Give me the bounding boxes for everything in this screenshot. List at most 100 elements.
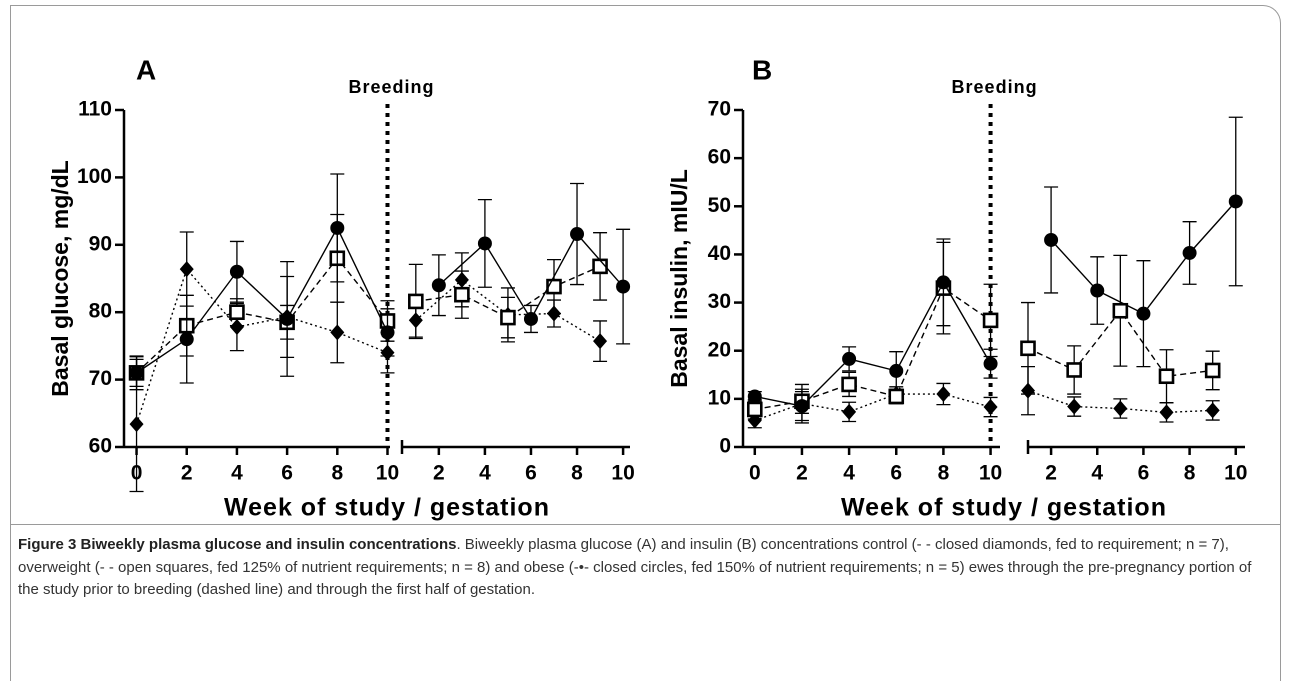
- x-tick-label: 6: [281, 462, 293, 485]
- panel-label: B: [752, 54, 772, 85]
- marker-circle: [842, 351, 857, 366]
- marker-diamond: [593, 333, 608, 350]
- figure-frame: [10, 5, 1281, 681]
- x-tick-label: 2: [1045, 462, 1057, 485]
- caption-separator: [10, 524, 1281, 525]
- series-line: [135, 267, 388, 425]
- caption: Figure 3 Biweekly plasma glucose and ins…: [18, 534, 1276, 602]
- x-tick-label: 8: [1184, 462, 1196, 485]
- marker-square: [546, 278, 562, 295]
- y-tick-label: 60: [708, 146, 731, 169]
- marker-circle: [179, 332, 194, 347]
- y-tick-label: 20: [708, 338, 731, 361]
- marker-circle: [936, 275, 951, 290]
- x-tick-label: 0: [749, 462, 761, 485]
- series-line: [136, 257, 389, 374]
- marker-circle: [380, 325, 395, 340]
- y-tick-label: 110: [78, 98, 112, 121]
- series-line: [754, 287, 991, 411]
- marker-square: [229, 304, 245, 321]
- x-tick-label: 8: [331, 462, 343, 485]
- series-line: [754, 393, 991, 422]
- y-tick-label: 90: [89, 232, 112, 255]
- x-tick-label: 8: [938, 462, 950, 485]
- marker-circle: [229, 264, 244, 279]
- x-axis-label: Week of study / gestation: [224, 494, 550, 522]
- marker-square: [408, 293, 424, 310]
- marker-circle: [330, 220, 345, 235]
- series-line: [754, 280, 992, 407]
- y-tick-label: 70: [89, 367, 112, 390]
- breeding-label: Breeding: [952, 77, 1038, 97]
- marker-circle: [1044, 232, 1059, 247]
- x-tick-label: 6: [890, 462, 902, 485]
- marker-diamond: [330, 324, 345, 341]
- marker-diamond: [936, 386, 951, 403]
- panel-label: A: [136, 54, 156, 85]
- marker-square: [454, 286, 470, 303]
- marker-circle: [1228, 194, 1243, 209]
- marker-diamond: [1067, 398, 1082, 415]
- marker-circle: [616, 279, 631, 294]
- x-tick-label: 4: [479, 462, 491, 485]
- marker-diamond: [129, 416, 144, 433]
- y-tick-label: 80: [89, 300, 112, 323]
- y-tick-label: 10: [708, 386, 731, 409]
- y-axis-label: Basal insulin, mIU/L: [666, 169, 692, 388]
- marker-square: [1066, 362, 1082, 378]
- x-tick-label: 4: [843, 462, 855, 485]
- marker-circle: [570, 227, 585, 242]
- marker-diamond: [1159, 404, 1174, 421]
- marker-square: [888, 388, 905, 405]
- x-axis-label: Week of study / gestation: [841, 494, 1167, 522]
- marker-diamond: [179, 261, 194, 278]
- marker-square: [1020, 340, 1036, 357]
- caption-title: Biweekly plasma glucose and insulin conc…: [80, 536, 457, 553]
- marker-circle: [129, 365, 144, 380]
- x-tick-label: 2: [433, 462, 445, 485]
- y-tick-label: 100: [77, 165, 112, 188]
- breeding-label: Breeding: [348, 77, 434, 97]
- y-tick-label: 40: [708, 242, 731, 265]
- x-tick-label: 10: [979, 462, 1002, 485]
- marker-circle: [983, 356, 998, 371]
- marker-square: [982, 312, 999, 329]
- caption-text: . Biweekly plasma glucose (A) and insuli…: [18, 536, 1252, 599]
- x-tick-label: 2: [796, 462, 808, 485]
- series-line: [1027, 309, 1213, 377]
- marker-circle: [1182, 245, 1197, 260]
- marker-square: [841, 376, 857, 393]
- marker-diamond: [1113, 400, 1128, 417]
- marker-circle: [477, 236, 492, 251]
- x-tick-label: 6: [525, 462, 537, 485]
- marker-square: [1204, 362, 1221, 379]
- marker-circle: [889, 363, 904, 378]
- y-axis-label: Basal glucose, mg/dL: [47, 160, 73, 396]
- marker-circle: [1136, 306, 1151, 321]
- marker-diamond: [229, 319, 244, 336]
- y-tick-label: 0: [719, 435, 731, 458]
- marker-square: [1112, 302, 1129, 319]
- x-tick-label: 6: [1138, 462, 1150, 485]
- y-tick-label: 30: [708, 290, 731, 313]
- marker-square: [746, 401, 763, 418]
- marker-square: [1158, 368, 1175, 385]
- series-line: [415, 265, 601, 319]
- marker-circle: [280, 311, 295, 326]
- marker-circle: [1090, 283, 1105, 298]
- x-tick-label: 8: [571, 462, 583, 485]
- y-tick-label: 50: [708, 194, 731, 217]
- x-tick-label: 4: [231, 462, 243, 485]
- marker-diamond: [1205, 402, 1220, 419]
- series-line: [136, 226, 389, 374]
- marker-diamond: [842, 403, 857, 420]
- y-tick-label: 70: [708, 98, 731, 121]
- x-tick-label: 2: [181, 462, 193, 485]
- x-tick-label: 10: [1224, 462, 1247, 485]
- marker-square: [500, 309, 516, 326]
- marker-circle: [431, 278, 446, 293]
- x-tick-label: 4: [1091, 462, 1103, 485]
- marker-diamond: [983, 399, 998, 416]
